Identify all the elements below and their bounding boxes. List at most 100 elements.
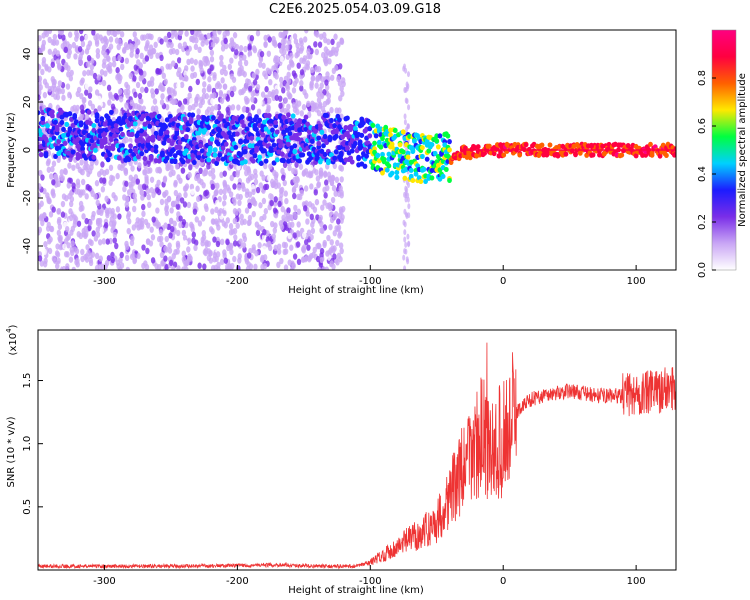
spectrogram-cell — [87, 224, 92, 232]
spectrogram-cell — [40, 68, 45, 76]
spectrogram-cell — [111, 192, 116, 199]
spectrogram-cell — [215, 240, 221, 248]
spectrogram-cell — [108, 179, 113, 186]
spectrogram-cell — [63, 168, 68, 176]
spectrogram-cell — [223, 37, 228, 45]
spectrogram-cell — [100, 161, 105, 168]
spectrogram-cell — [178, 30, 183, 37]
spectrogram-cell — [130, 165, 135, 172]
spectrogram-cell — [334, 46, 339, 53]
spectrogram-cell — [120, 131, 125, 137]
spectrogram-cell — [282, 179, 287, 187]
spectrogram-cell — [67, 31, 73, 38]
spectrogram-cell — [60, 87, 65, 95]
spectrogram-cell — [80, 255, 85, 263]
spectrogram-cell — [246, 252, 252, 259]
spectrogram-cell — [277, 200, 282, 208]
spectrogram-cell — [155, 52, 160, 59]
spectrogram-cell — [231, 197, 237, 204]
spectrogram-cell — [220, 238, 225, 246]
spectrogram-cell — [228, 223, 234, 230]
spectrogram-cell — [91, 210, 96, 218]
spectrogram-cell — [421, 166, 427, 172]
spectrogram-cell — [266, 106, 271, 113]
spectrogram-cell — [276, 243, 282, 250]
spectrogram-cell — [210, 41, 216, 48]
spectrogram-cell — [263, 126, 269, 132]
spectrogram-cell — [216, 261, 221, 269]
spectrogram-cell — [308, 252, 314, 260]
spectrogram-cell — [101, 177, 107, 184]
spectrogram-cell — [372, 146, 377, 152]
spectrogram-cell — [116, 155, 122, 161]
spectrogram-cell — [222, 83, 228, 90]
spectrogram-cell — [129, 99, 135, 107]
spectrogram-cell — [338, 152, 344, 158]
spectrogram-cell — [66, 242, 71, 249]
spectrogram-cell — [202, 55, 207, 63]
spectrogram-cell — [303, 256, 308, 263]
spectrogram-cell — [240, 182, 246, 189]
spectrogram-cell — [125, 43, 130, 51]
spectrogram-cell — [212, 74, 217, 81]
spectrogram-cell — [208, 250, 213, 257]
colorbar-gradient — [712, 30, 736, 270]
spectrogram-cell — [250, 104, 256, 111]
spectrogram-cell — [54, 126, 60, 133]
spectrogram-cell — [137, 136, 143, 142]
spectrogram-cell — [563, 151, 569, 157]
spectrogram-cell — [286, 90, 291, 98]
spectrogram-cell — [283, 242, 289, 249]
spectrogram-cell — [447, 139, 452, 145]
spectrogram-cell — [142, 155, 148, 162]
spectrogram-cell — [106, 76, 111, 84]
spectrogram-cell — [238, 54, 244, 62]
spectrogram-cell — [403, 221, 407, 228]
spectrogram-cell — [501, 152, 507, 158]
spectrogram-cell — [271, 160, 277, 166]
spectrogram-cell — [42, 248, 47, 256]
spectrogram-cell — [394, 174, 400, 180]
spectrogram-cell — [142, 131, 148, 137]
spectrogram-cell — [229, 37, 235, 44]
spectrogram-cell — [278, 102, 283, 109]
spectrogram-cell — [88, 256, 93, 264]
spectrogram-cell — [323, 192, 328, 199]
spectrogram-cell — [419, 153, 425, 160]
spectrogram-cell — [294, 161, 299, 168]
spectrogram-cell — [219, 113, 224, 119]
spectrogram-cell — [274, 88, 279, 96]
spectrogram-cell — [151, 191, 156, 199]
spectrogram-cell — [153, 41, 158, 49]
spectrogram-cell — [320, 204, 325, 211]
spectrogram-cell — [80, 248, 85, 256]
spectrogram-cell — [172, 135, 178, 141]
spectrogram-cell — [337, 212, 343, 219]
spectrogram-cell — [229, 57, 234, 64]
spectrogram-cell — [407, 203, 411, 210]
spectrogram-cell — [326, 234, 331, 242]
spectrogram-cell — [99, 226, 105, 234]
spectrogram-cell — [38, 75, 43, 82]
spectrogram-cell — [166, 41, 171, 48]
spectrogram-cell — [79, 79, 84, 86]
spectrogram-cell — [117, 88, 123, 95]
spectrogram-cell — [152, 111, 157, 117]
spectrogram-cell — [177, 192, 182, 199]
spectrogram-cell — [316, 96, 322, 104]
spectrogram-cell — [394, 169, 400, 175]
spectrogram-cell — [91, 154, 97, 160]
spectrogram-cell — [164, 155, 170, 161]
spectrogram-cell — [80, 141, 86, 148]
spectrogram-cell — [92, 72, 98, 80]
spectrogram-cell — [324, 266, 330, 270]
spectrogram-cell — [60, 200, 66, 208]
spectrogram-cell — [80, 169, 85, 176]
spectrogram-cell — [263, 162, 268, 170]
spectrogram-cell — [182, 234, 188, 242]
spectrogram-cell — [335, 239, 340, 247]
spectrogram-cell — [86, 54, 92, 62]
spectrogram-cell — [329, 117, 334, 124]
spectrogram-cell — [87, 92, 93, 99]
